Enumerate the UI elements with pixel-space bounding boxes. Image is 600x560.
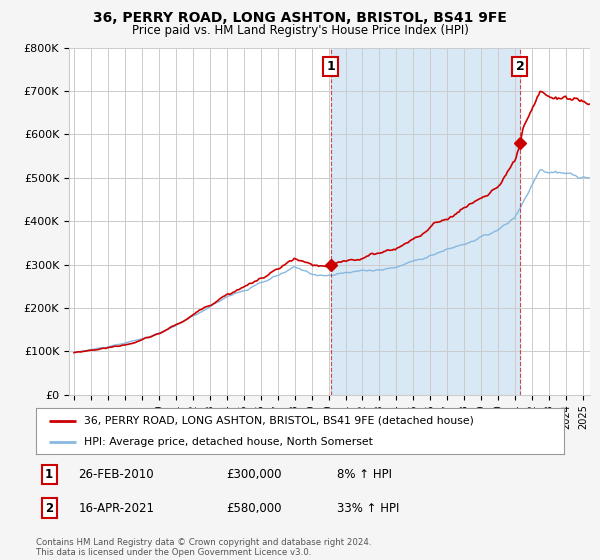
Text: 16-APR-2021: 16-APR-2021 <box>78 502 154 515</box>
Text: 1: 1 <box>45 468 53 481</box>
Text: 36, PERRY ROAD, LONG ASHTON, BRISTOL, BS41 9FE: 36, PERRY ROAD, LONG ASHTON, BRISTOL, BS… <box>93 11 507 25</box>
Text: 2: 2 <box>45 502 53 515</box>
Text: Contains HM Land Registry data © Crown copyright and database right 2024.
This d: Contains HM Land Registry data © Crown c… <box>36 538 371 557</box>
Text: £300,000: £300,000 <box>226 468 281 481</box>
Text: 26-FEB-2010: 26-FEB-2010 <box>78 468 154 481</box>
Text: HPI: Average price, detached house, North Somerset: HPI: Average price, detached house, Nort… <box>83 437 373 447</box>
Text: 36, PERRY ROAD, LONG ASHTON, BRISTOL, BS41 9FE (detached house): 36, PERRY ROAD, LONG ASHTON, BRISTOL, BS… <box>83 416 473 426</box>
Text: 2: 2 <box>515 60 524 73</box>
Bar <box>331 48 520 395</box>
Text: Price paid vs. HM Land Registry's House Price Index (HPI): Price paid vs. HM Land Registry's House … <box>131 24 469 36</box>
Text: £580,000: £580,000 <box>226 502 281 515</box>
Text: 33% ↑ HPI: 33% ↑ HPI <box>337 502 400 515</box>
Text: 8% ↑ HPI: 8% ↑ HPI <box>337 468 392 481</box>
Text: 1: 1 <box>326 60 335 73</box>
